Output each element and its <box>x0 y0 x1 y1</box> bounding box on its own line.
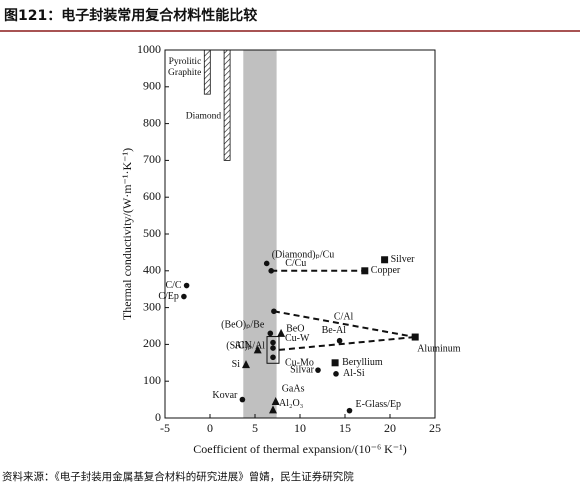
point <box>269 405 277 414</box>
point-label: BeO <box>286 324 304 335</box>
point-label: Copper <box>371 265 401 276</box>
range-label: Diamond <box>186 111 222 121</box>
y-tick-label: 800 <box>143 115 161 129</box>
point <box>242 360 250 369</box>
point-label: C/Cu <box>285 258 306 269</box>
y-tick-label: 200 <box>143 336 161 350</box>
point-label: Beryllium <box>342 357 383 368</box>
source-note: 资料来源：《电子封装用金属基复合材料的研究进展》曾婧，民生证券研究院 <box>2 470 354 483</box>
point-label: Cu-W <box>285 333 310 344</box>
point-label: GaAs <box>282 384 305 395</box>
y-tick-label: 900 <box>143 79 161 93</box>
x-tick-label: 5 <box>252 421 258 435</box>
point <box>277 328 286 337</box>
point-label: Al₂O₃ <box>279 398 303 409</box>
point-label: Silvar <box>290 364 315 375</box>
point <box>183 282 190 289</box>
connector <box>278 336 416 351</box>
x-tick-label: -5 <box>160 421 170 435</box>
y-tick-label: 600 <box>143 189 161 203</box>
y-tick-label: 300 <box>143 299 161 313</box>
point <box>381 256 389 264</box>
y-tick-label: 700 <box>143 152 161 166</box>
point <box>268 268 275 274</box>
point <box>331 359 339 367</box>
point <box>333 371 339 377</box>
connector <box>273 310 416 339</box>
point <box>270 339 276 346</box>
point <box>267 330 274 337</box>
point-label: Be-Al <box>322 325 347 336</box>
x-tick-label: 10 <box>294 421 306 435</box>
point-label: (SiC)ₚ/Al <box>226 340 265 351</box>
point <box>411 333 419 341</box>
point-label: Aluminum <box>417 343 461 354</box>
point <box>271 396 280 405</box>
point-label: C/C <box>165 280 181 291</box>
point-label: C/Al <box>334 312 354 323</box>
x-tick-label: 25 <box>429 421 441 435</box>
y-tick-label: 0 <box>155 410 161 424</box>
point <box>253 345 262 354</box>
range-label: Pyrolitic <box>169 57 202 67</box>
range-bar <box>203 49 211 95</box>
point-label: Si <box>232 359 241 370</box>
range-bar <box>223 49 231 161</box>
y-tick-label: 400 <box>143 263 161 277</box>
point <box>181 293 187 300</box>
x-axis-label: Coefficient of thermal expansion/(10⁻⁶ K… <box>193 442 407 456</box>
point-label: E-Glass/Ep <box>356 399 402 410</box>
range-label: Graphite <box>168 68 201 78</box>
point <box>270 345 276 351</box>
y-tick-label: 100 <box>143 373 161 387</box>
point-label: (Diamond)ₚ/Cu <box>272 250 335 261</box>
point-label: (BeO)ₚ/Be <box>221 320 265 331</box>
x-tick-label: 0 <box>207 421 213 435</box>
point <box>271 308 277 315</box>
x-tick-label: 15 <box>339 421 351 435</box>
point-label: Kovar <box>212 390 238 401</box>
y-axis-label: Thermal conductivity/(W·m⁻¹·K⁻¹) <box>120 148 134 320</box>
point-label: C/Ep <box>158 291 179 302</box>
point-label: AlN <box>234 340 251 351</box>
point <box>270 354 276 361</box>
point <box>263 260 270 267</box>
point <box>346 407 353 414</box>
point-label: Silver <box>391 254 416 265</box>
x-tick-label: 20 <box>384 421 396 435</box>
y-tick-label: 1000 <box>137 42 161 56</box>
point-label: Al-Si <box>343 368 365 379</box>
y-tick-label: 500 <box>143 226 161 240</box>
point <box>239 396 246 403</box>
page-title: 图121：电子封装常用复合材料性能比较 <box>4 7 257 24</box>
point <box>336 337 343 344</box>
point <box>315 367 321 373</box>
point-label: Cu-Mo <box>285 358 314 369</box>
point <box>361 267 369 275</box>
